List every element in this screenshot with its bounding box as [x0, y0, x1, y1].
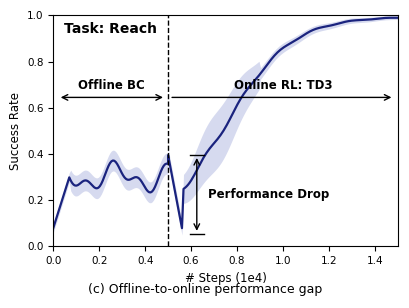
Text: Offline BC: Offline BC — [78, 79, 145, 92]
Text: Performance Drop: Performance Drop — [208, 188, 329, 201]
Text: Online RL: TD3: Online RL: TD3 — [233, 79, 331, 92]
X-axis label: # Steps (1e4): # Steps (1e4) — [184, 272, 266, 285]
Text: Task: Reach: Task: Reach — [63, 22, 156, 36]
Y-axis label: Success Rate: Success Rate — [9, 92, 21, 170]
Text: (c) Offline-to-online performance gap: (c) Offline-to-online performance gap — [88, 283, 321, 296]
